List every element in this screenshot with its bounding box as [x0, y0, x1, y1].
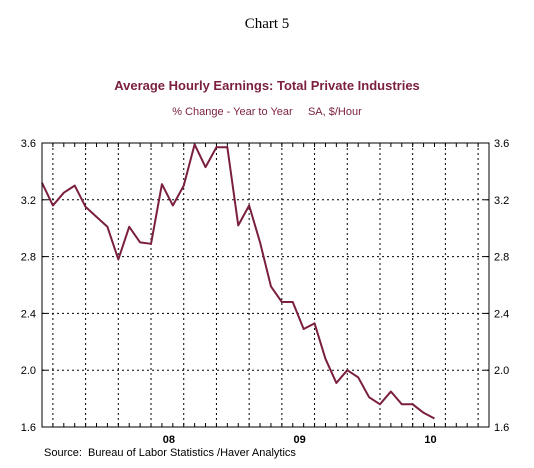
y-tick-label-right: 2.0: [494, 365, 509, 377]
y-tick-label-left: 2.8: [21, 252, 36, 264]
y-tick-label-left: 3.6: [21, 138, 36, 150]
y-tick-label-left: 2.0: [21, 365, 36, 377]
y-tick-label-left: 2.4: [21, 308, 36, 320]
axis-ticks: [41, 142, 490, 428]
chart-subtitle: % Change - Year to Year SA, $/Hour: [172, 106, 362, 118]
axis-labels: 1.6 1.6 2.0 2.0 2.4 2.4 2.8 2.8 3.2 3.2 3.6 3.6 08 09…: [21, 138, 510, 446]
x-tick-label: 10: [424, 434, 436, 446]
plot-frame: [41, 142, 490, 428]
y-tick-label-right: 1.6: [494, 422, 509, 434]
y-tick-label-right: 2.8: [494, 252, 509, 264]
y-tick-label-right: 3.2: [494, 195, 509, 207]
series-line-0: [41, 143, 435, 420]
y-tick-label-right: 2.4: [494, 308, 509, 320]
series-layer: [41, 143, 435, 420]
chart-number: Chart 5: [244, 16, 290, 32]
y-tick-label-right: 3.6: [494, 138, 509, 150]
source-note: Source: Bureau of Labor Statistics /Have…: [44, 447, 296, 459]
grid-lines: [42, 143, 489, 427]
chart-title: Average Hourly Earnings: Total Private I…: [114, 78, 420, 93]
x-tick-label: 08: [163, 434, 175, 446]
y-tick-label-left: 1.6: [21, 422, 36, 434]
y-tick-label-left: 3.2: [21, 195, 36, 207]
x-tick-label: 09: [294, 434, 306, 446]
